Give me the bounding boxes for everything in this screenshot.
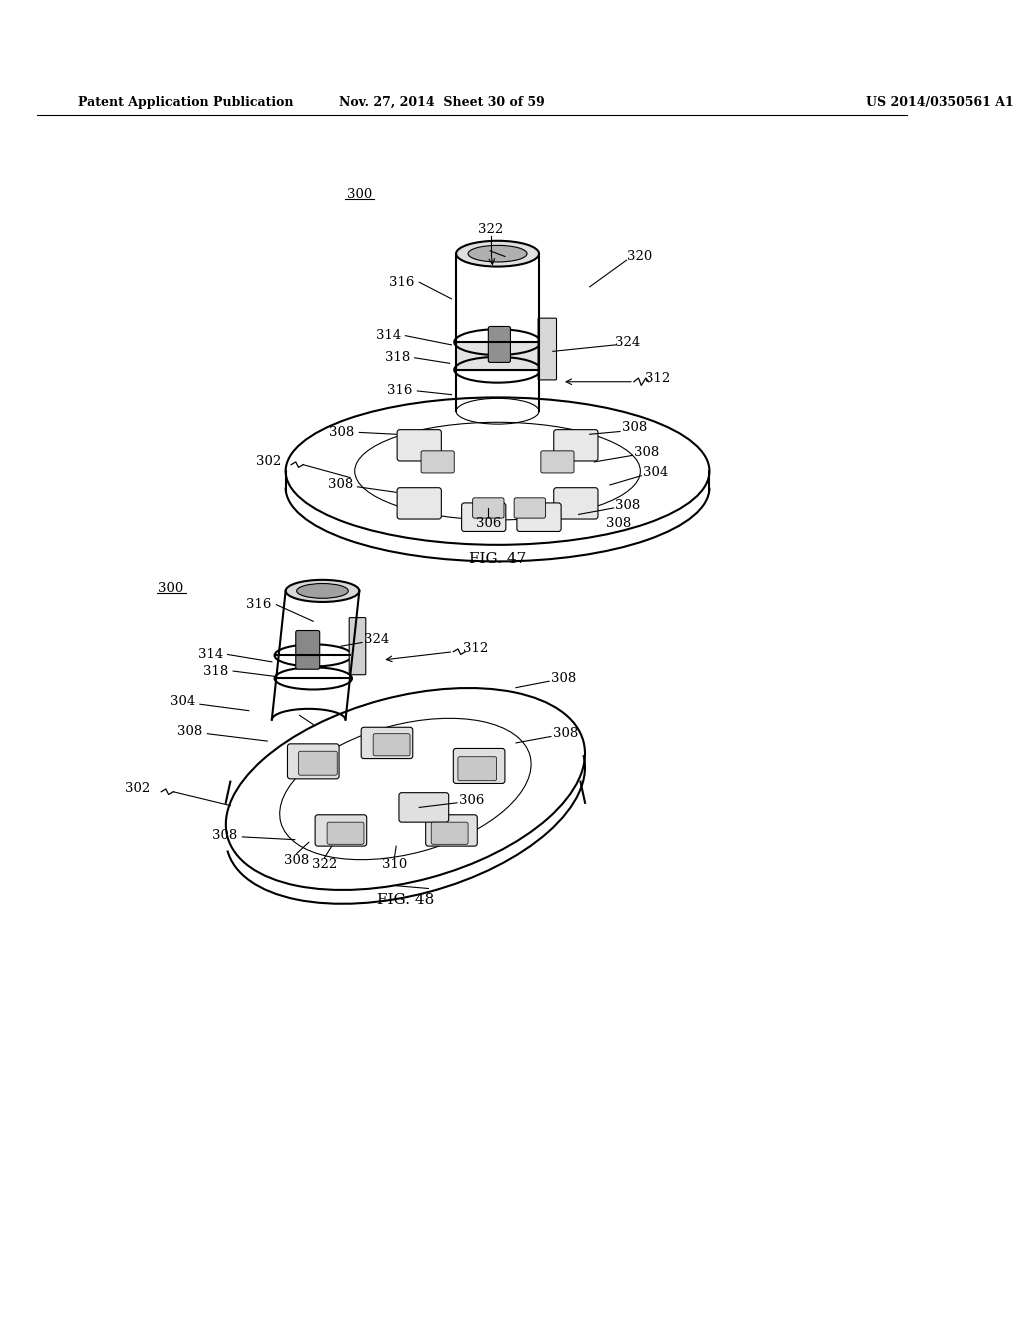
Text: 324: 324 bbox=[615, 335, 641, 348]
Text: 324: 324 bbox=[364, 634, 389, 647]
FancyBboxPatch shape bbox=[462, 503, 506, 532]
Text: 306: 306 bbox=[475, 517, 501, 531]
FancyBboxPatch shape bbox=[488, 326, 510, 363]
Text: Patent Application Publication: Patent Application Publication bbox=[78, 96, 294, 110]
Text: 312: 312 bbox=[463, 643, 487, 656]
Text: 320: 320 bbox=[627, 249, 652, 263]
FancyBboxPatch shape bbox=[458, 756, 497, 780]
FancyBboxPatch shape bbox=[361, 727, 413, 759]
FancyBboxPatch shape bbox=[397, 429, 441, 461]
FancyBboxPatch shape bbox=[327, 822, 364, 845]
Text: 308: 308 bbox=[634, 446, 659, 459]
Text: 304: 304 bbox=[643, 466, 669, 479]
FancyBboxPatch shape bbox=[426, 814, 477, 846]
Text: 318: 318 bbox=[385, 351, 410, 364]
Ellipse shape bbox=[286, 579, 359, 602]
FancyBboxPatch shape bbox=[421, 451, 455, 473]
FancyBboxPatch shape bbox=[296, 631, 319, 669]
Text: 316: 316 bbox=[247, 598, 271, 611]
Text: 308: 308 bbox=[615, 499, 641, 512]
Text: 304: 304 bbox=[170, 694, 196, 708]
Text: FIG. 47: FIG. 47 bbox=[469, 552, 526, 566]
Text: 308: 308 bbox=[212, 829, 238, 842]
Text: 300: 300 bbox=[347, 189, 372, 201]
Text: 306: 306 bbox=[459, 793, 484, 807]
FancyBboxPatch shape bbox=[397, 487, 441, 519]
Text: 312: 312 bbox=[645, 372, 671, 385]
Text: 316: 316 bbox=[389, 276, 415, 289]
FancyBboxPatch shape bbox=[299, 751, 337, 775]
FancyBboxPatch shape bbox=[315, 814, 367, 846]
Text: 322: 322 bbox=[478, 223, 504, 236]
FancyBboxPatch shape bbox=[514, 498, 546, 519]
Text: 314: 314 bbox=[376, 329, 400, 342]
FancyBboxPatch shape bbox=[288, 744, 339, 779]
FancyBboxPatch shape bbox=[554, 429, 598, 461]
FancyBboxPatch shape bbox=[554, 487, 598, 519]
FancyBboxPatch shape bbox=[517, 503, 561, 532]
Text: 302: 302 bbox=[125, 783, 151, 796]
Ellipse shape bbox=[456, 240, 539, 267]
Text: 314: 314 bbox=[198, 648, 223, 661]
Text: 308: 308 bbox=[551, 672, 577, 685]
Text: 308: 308 bbox=[177, 726, 203, 738]
Ellipse shape bbox=[297, 583, 348, 598]
Text: FIG. 48: FIG. 48 bbox=[377, 892, 434, 907]
FancyBboxPatch shape bbox=[473, 498, 504, 519]
Text: 308: 308 bbox=[622, 421, 647, 434]
Text: 308: 308 bbox=[284, 854, 309, 867]
FancyBboxPatch shape bbox=[454, 748, 505, 784]
Text: US 2014/0350561 A1: US 2014/0350561 A1 bbox=[866, 96, 1014, 110]
Text: 308: 308 bbox=[330, 426, 354, 440]
Text: 302: 302 bbox=[256, 455, 281, 469]
Text: 308: 308 bbox=[553, 727, 579, 741]
Text: 318: 318 bbox=[203, 664, 228, 677]
FancyBboxPatch shape bbox=[538, 318, 556, 380]
Text: Nov. 27, 2014  Sheet 30 of 59: Nov. 27, 2014 Sheet 30 of 59 bbox=[339, 96, 545, 110]
FancyBboxPatch shape bbox=[431, 822, 468, 845]
Text: 310: 310 bbox=[382, 858, 407, 871]
FancyBboxPatch shape bbox=[349, 618, 366, 675]
Text: 300: 300 bbox=[158, 582, 183, 594]
Text: 316: 316 bbox=[387, 384, 413, 397]
FancyBboxPatch shape bbox=[399, 793, 449, 822]
Text: 322: 322 bbox=[311, 858, 337, 871]
Text: 308: 308 bbox=[606, 517, 632, 531]
Text: 308: 308 bbox=[328, 478, 353, 491]
FancyBboxPatch shape bbox=[541, 451, 574, 473]
FancyBboxPatch shape bbox=[373, 734, 410, 756]
Ellipse shape bbox=[468, 246, 527, 261]
